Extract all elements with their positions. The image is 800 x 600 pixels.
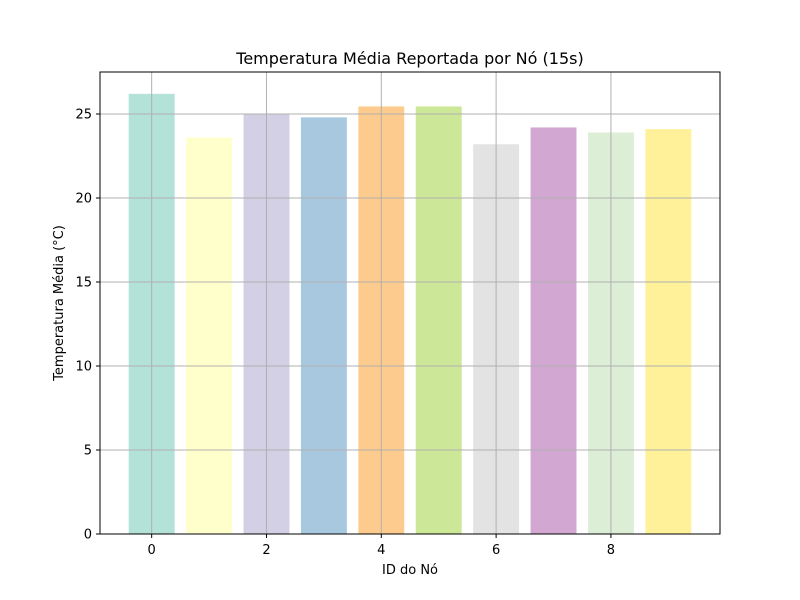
y-tick-label: 15 <box>75 276 92 291</box>
chart-title: Temperatura Média Reportada por Nó (15s) <box>235 49 583 68</box>
y-tick-label: 20 <box>75 192 92 207</box>
x-tick-label: 4 <box>377 543 385 558</box>
y-tick-label: 0 <box>84 528 92 543</box>
y-tick-label: 25 <box>75 108 92 123</box>
bar-node-3 <box>300 117 347 535</box>
y-tick-label: 10 <box>75 360 92 375</box>
x-tick-label: 0 <box>148 543 156 558</box>
y-axis-label: Temperatura Média (°C) <box>52 225 67 382</box>
x-tick-label: 2 <box>262 543 270 558</box>
bar-node-1 <box>186 137 233 534</box>
x-tick-label: 6 <box>492 543 500 558</box>
bar-node-7 <box>530 127 577 534</box>
plot-frame <box>99 71 721 535</box>
bar-node-9 <box>645 129 692 534</box>
bar-node-5 <box>415 106 462 534</box>
axis-ticks: 0 5 10 15 20 25 0 2 4 6 8 <box>75 108 615 559</box>
x-axis-label: ID do Nó <box>382 563 438 578</box>
x-tick-label: 8 <box>607 543 615 558</box>
y-tick-label: 5 <box>84 444 92 459</box>
